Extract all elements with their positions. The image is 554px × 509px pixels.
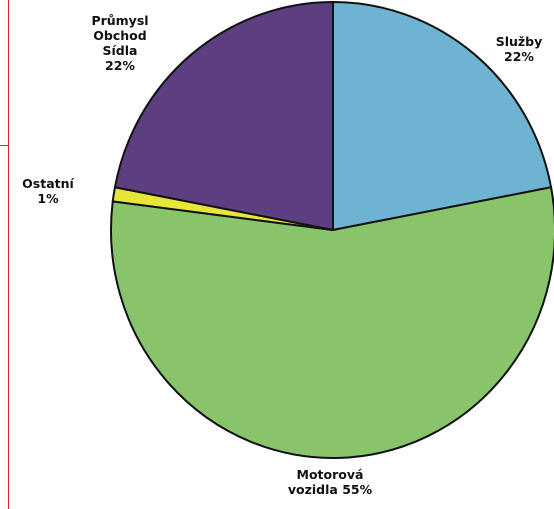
label-ostatni: Ostatní 1% bbox=[20, 176, 76, 206]
pie-slice-2 bbox=[110, 186, 554, 459]
label-sluzby: Služby 22% bbox=[484, 34, 554, 64]
label-prumysl-obchod-sidla: Průmysl Obchod Sídla 22% bbox=[70, 13, 170, 73]
pie-slice-4 bbox=[113, 1, 334, 231]
label-sluzby-line-1: Služby bbox=[495, 34, 543, 49]
frame-tick-mark bbox=[0, 145, 8, 146]
frame-border-line bbox=[8, 0, 9, 509]
label-motor-line-1: Motorová bbox=[296, 467, 364, 482]
label-motorova-vozidla: Motorová vozidla 55% bbox=[250, 467, 410, 497]
pie-slice-1 bbox=[332, 1, 553, 231]
label-prumysl-line-1: Průmysl bbox=[91, 13, 149, 28]
label-ostatni-line-1: Ostatní bbox=[22, 176, 74, 191]
label-prumysl-percent: 22% bbox=[105, 58, 135, 73]
label-sluzby-percent: 22% bbox=[504, 49, 534, 64]
label-ostatni-percent: 1% bbox=[37, 191, 59, 206]
label-prumysl-line-2: Obchod bbox=[93, 28, 147, 43]
label-prumysl-line-3: Sídla bbox=[102, 43, 138, 58]
pie-slices bbox=[110, 1, 554, 459]
label-motor-line-2: vozidla 55% bbox=[287, 482, 373, 497]
